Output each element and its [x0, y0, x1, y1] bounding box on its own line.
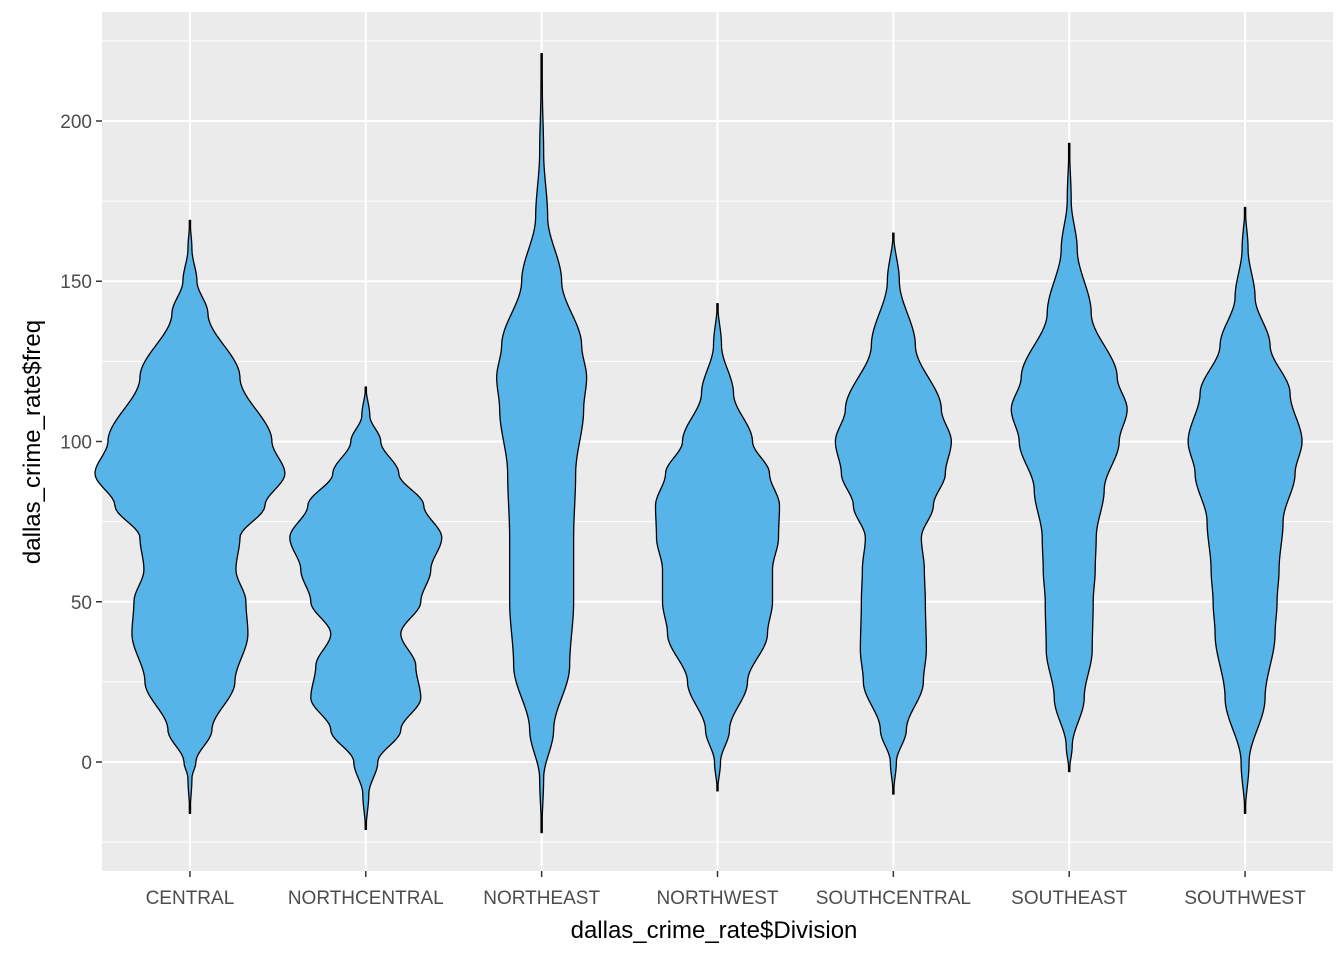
x-tick-label: NORTHEAST	[483, 888, 600, 909]
violin-northwest	[654, 303, 781, 792]
x-tick-label: SOUTHWEST	[1184, 888, 1306, 909]
x-axis-title: dallas_crime_rate$Division	[571, 917, 858, 944]
x-tick-label: CENTRAL	[146, 888, 235, 909]
y-tick-label: 100	[60, 433, 92, 454]
x-tick-label: SOUTHCENTRAL	[816, 888, 971, 909]
x-tick-label: SOUTHEAST	[1011, 888, 1128, 909]
y-axis-title: dallas_crime_rate$freq	[19, 320, 46, 564]
y-tick-label: 50	[71, 593, 92, 614]
violin-central	[94, 219, 286, 814]
x-tick-label: NORTHCENTRAL	[288, 888, 444, 909]
violin-northeast	[496, 53, 588, 834]
y-tick-label: 200	[60, 112, 92, 133]
violin-northcentral	[289, 386, 443, 830]
violin-southcentral	[834, 232, 952, 795]
violin-southwest	[1187, 206, 1303, 814]
x-tick-label: NORTHWEST	[656, 888, 778, 909]
violin-southeast	[1010, 142, 1128, 773]
y-tick-label: 0	[81, 753, 92, 774]
y-tick-label: 150	[60, 272, 92, 293]
